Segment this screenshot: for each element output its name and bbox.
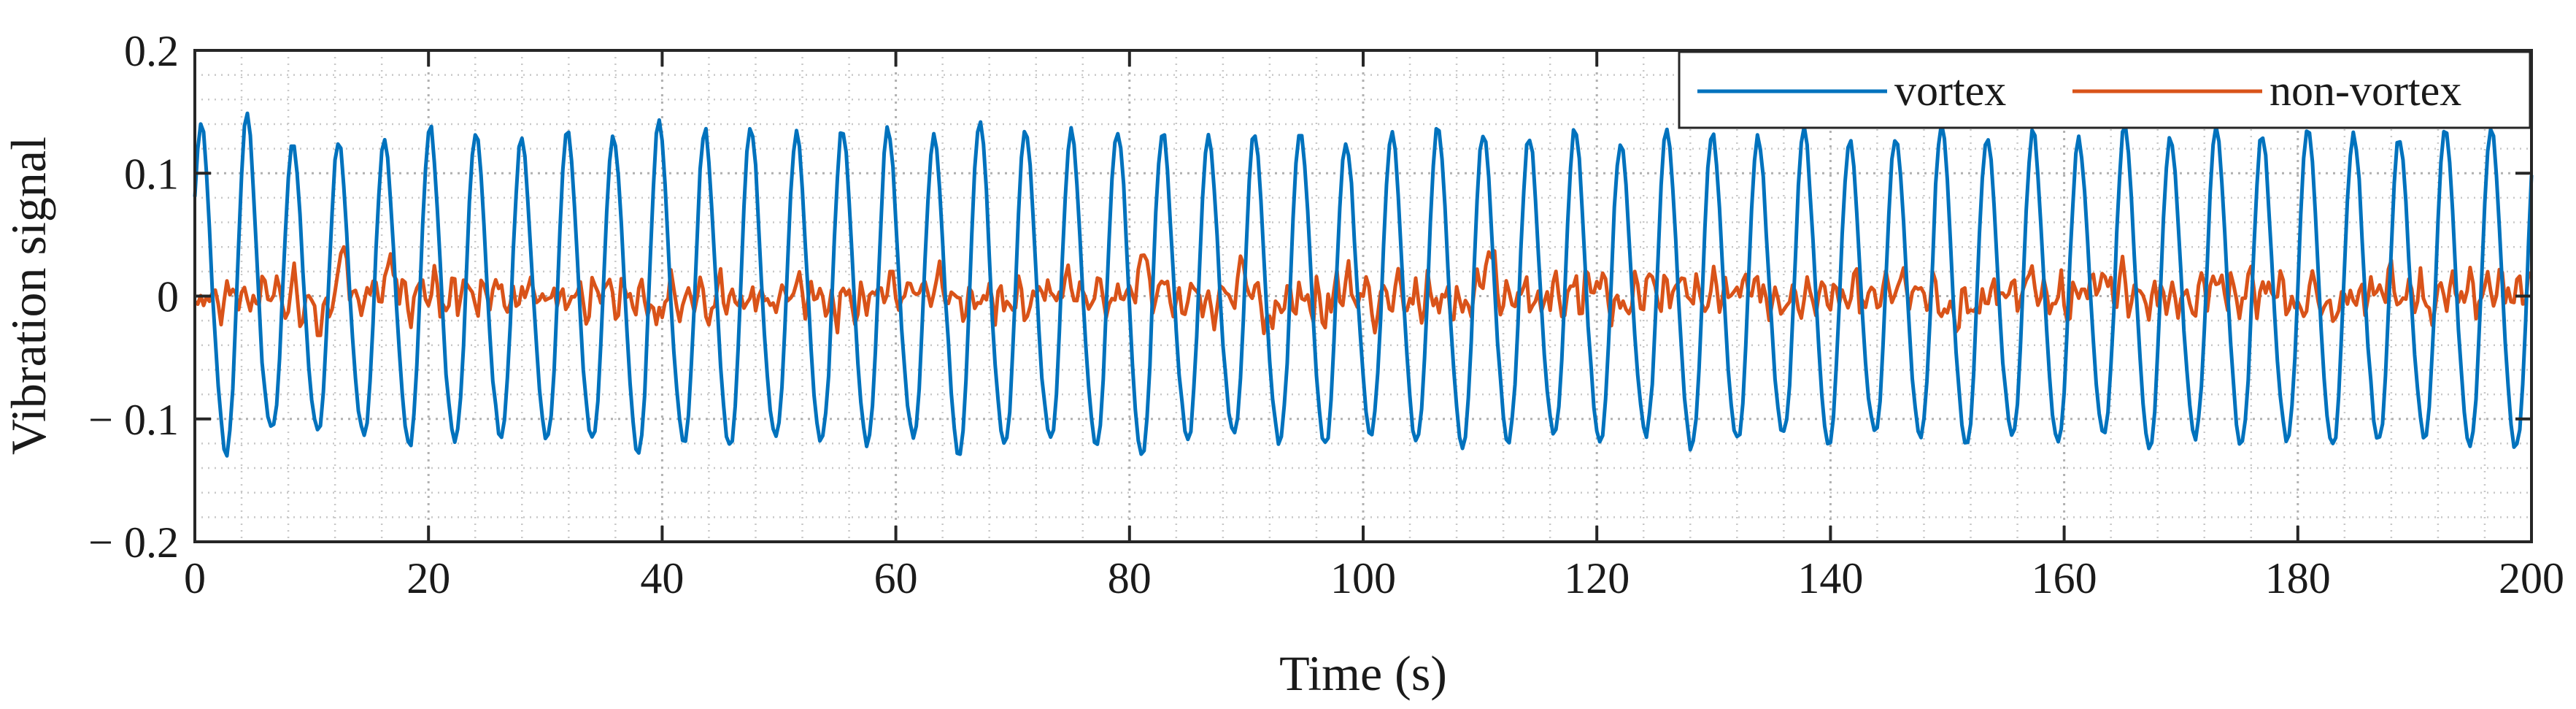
legend-label-non-vortex: non-vortex — [2270, 66, 2461, 115]
legend: vortex non-vortex — [1678, 50, 2531, 129]
plot-area — [193, 49, 2534, 543]
x-tick-labels: 0 20 40 60 80 100 120 140 160 180 200 — [184, 554, 2564, 602]
y-tick-label: 0.2 — [124, 27, 179, 75]
x-axis-label: Time (s) — [1279, 645, 1447, 701]
x-tick-label: 120 — [1564, 554, 1630, 602]
legend-label-vortex: vortex — [1894, 66, 2006, 115]
y-tick-labels: − 0.2 − 0.1 0 0.1 0.2 — [88, 27, 179, 567]
y-tick-label: 0 — [157, 273, 179, 321]
y-tick-label: − 0.2 — [88, 518, 179, 567]
x-tick-label: 20 — [406, 554, 450, 602]
series-line-non-vortex — [193, 245, 2534, 337]
series-line-vortex — [193, 111, 2534, 458]
y-axis-label: Vibration signal — [1, 137, 56, 455]
x-tick-label: 160 — [2032, 554, 2097, 602]
x-tick-label: 140 — [1797, 554, 1863, 602]
y-tick-label: 0.1 — [124, 150, 179, 198]
x-tick-label: 100 — [1330, 554, 1396, 602]
x-tick-label: 40 — [640, 554, 684, 602]
x-tick-label: 80 — [1108, 554, 1152, 602]
x-tick-label: 180 — [2265, 554, 2331, 602]
x-tick-label: 200 — [2499, 554, 2564, 602]
x-tick-label: 0 — [184, 554, 206, 602]
plot-frame — [193, 49, 2533, 543]
series-layer — [193, 111, 2534, 458]
y-tick-label: − 0.1 — [88, 396, 179, 444]
x-tick-label: 60 — [874, 554, 918, 602]
